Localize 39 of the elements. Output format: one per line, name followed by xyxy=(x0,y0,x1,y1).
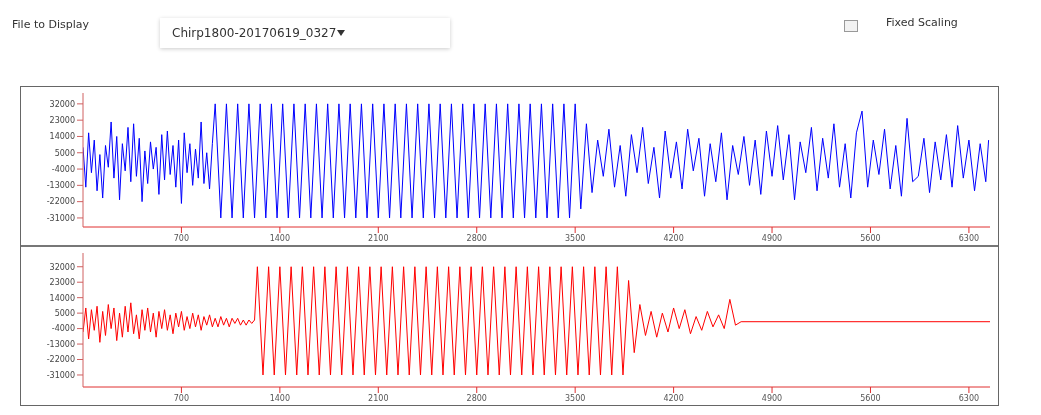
x-tick-label: 700 xyxy=(173,233,190,243)
y-tick-label: 32000 xyxy=(49,99,75,109)
y-tick-label: -4000 xyxy=(51,164,75,174)
y-tick-label: -31000 xyxy=(46,213,75,223)
x-tick-label: 1400 xyxy=(269,393,291,403)
y-tick-label: -13000 xyxy=(46,181,75,191)
y-tick-label: -31000 xyxy=(46,370,75,380)
y-tick-label: 5000 xyxy=(54,308,75,318)
x-tick-label: 5600 xyxy=(860,233,881,243)
x-tick-label: 6300 xyxy=(958,393,980,403)
line-series xyxy=(83,103,990,219)
y-tick-label: 32000 xyxy=(49,262,75,272)
y-tick-label: 23000 xyxy=(49,278,75,288)
y-tick-label: 14000 xyxy=(49,293,75,303)
x-tick-label: 3500 xyxy=(564,393,586,403)
text: Fixed Scaling xyxy=(886,16,958,29)
y-tick-label: -22000 xyxy=(46,197,75,207)
x-tick-label: 700 xyxy=(173,393,190,403)
text: File to Display xyxy=(12,18,89,31)
x-tick-label: 2100 xyxy=(368,393,389,403)
x-tick-label: 4900 xyxy=(761,393,783,403)
dropdown-field: Chirp1800-20170619_0327 xyxy=(160,18,450,48)
y-tick-label: 5000 xyxy=(54,148,75,158)
x-tick-label: 3500 xyxy=(564,233,586,243)
y-tick-label: 23000 xyxy=(49,116,75,125)
y-tick-label: -4000 xyxy=(51,324,75,334)
x-tick-label: 4200 xyxy=(663,233,684,243)
x-tick-label: 5600 xyxy=(860,393,881,403)
line-series xyxy=(83,266,990,376)
x-tick-label: 2800 xyxy=(466,233,487,243)
x-tick-label: 2100 xyxy=(368,233,389,243)
y-tick-label: -13000 xyxy=(46,339,75,349)
x-tick-label: 4200 xyxy=(663,393,684,403)
x-tick-label: 6300 xyxy=(958,233,980,243)
x-tick-label: 1400 xyxy=(269,233,291,243)
y-tick-label: 14000 xyxy=(49,132,75,142)
x-tick-label: 4900 xyxy=(761,233,783,243)
y-tick-label: -22000 xyxy=(46,355,75,365)
x-tick-label: 2800 xyxy=(466,393,487,403)
